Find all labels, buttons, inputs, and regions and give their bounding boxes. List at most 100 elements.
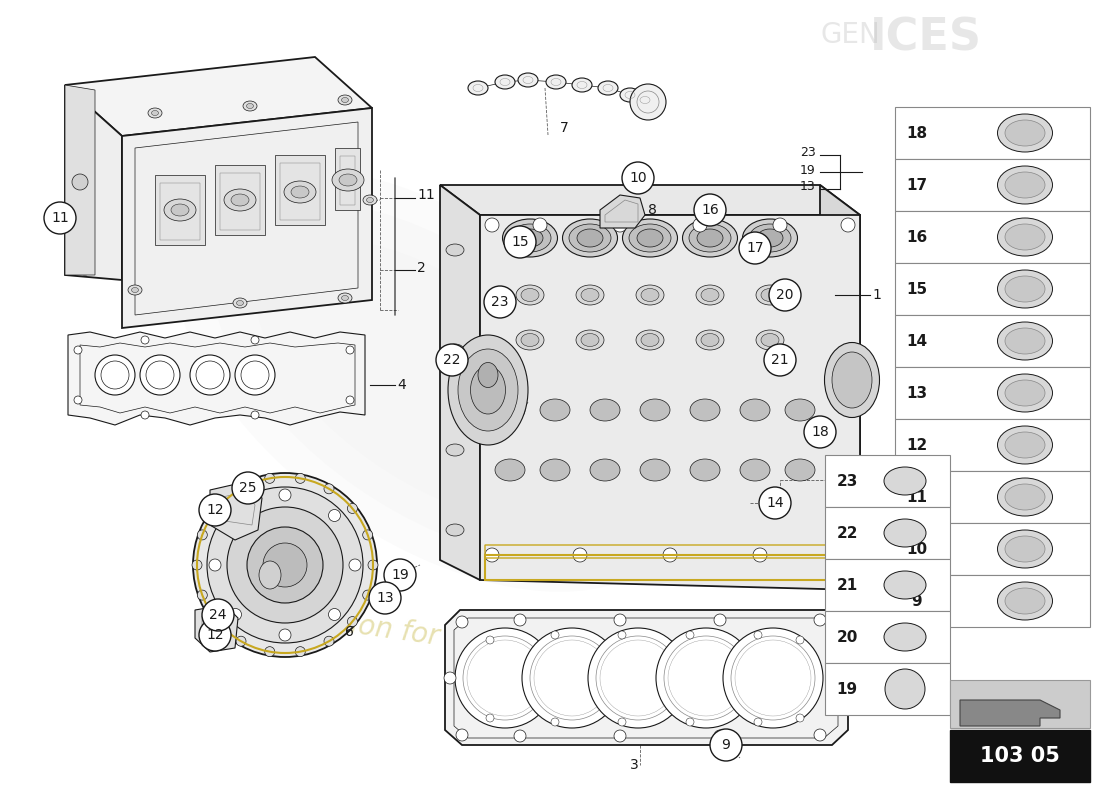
Ellipse shape bbox=[832, 352, 872, 408]
Bar bbox=[895, 315, 1090, 367]
Ellipse shape bbox=[446, 344, 464, 356]
Polygon shape bbox=[830, 635, 870, 700]
Text: 19: 19 bbox=[392, 568, 409, 582]
Circle shape bbox=[72, 174, 88, 190]
Ellipse shape bbox=[785, 459, 815, 481]
Circle shape bbox=[230, 510, 242, 522]
Ellipse shape bbox=[292, 186, 309, 198]
Polygon shape bbox=[275, 155, 324, 225]
Circle shape bbox=[192, 473, 377, 657]
Ellipse shape bbox=[636, 285, 664, 305]
Text: 21: 21 bbox=[836, 578, 858, 593]
Ellipse shape bbox=[78, 265, 92, 275]
Circle shape bbox=[588, 628, 688, 728]
Ellipse shape bbox=[697, 229, 723, 247]
Ellipse shape bbox=[569, 224, 611, 252]
Ellipse shape bbox=[884, 571, 926, 599]
Circle shape bbox=[207, 487, 363, 643]
Circle shape bbox=[456, 729, 468, 741]
Circle shape bbox=[251, 336, 258, 344]
Ellipse shape bbox=[1005, 172, 1045, 198]
Polygon shape bbox=[65, 57, 372, 136]
Ellipse shape bbox=[740, 459, 770, 481]
Polygon shape bbox=[446, 610, 848, 745]
Circle shape bbox=[484, 286, 516, 318]
Circle shape bbox=[212, 617, 222, 626]
Circle shape bbox=[486, 714, 494, 722]
Circle shape bbox=[573, 548, 587, 562]
Circle shape bbox=[796, 714, 804, 722]
Circle shape bbox=[295, 646, 306, 657]
Circle shape bbox=[504, 226, 536, 258]
Circle shape bbox=[348, 503, 358, 514]
Circle shape bbox=[204, 635, 213, 645]
Ellipse shape bbox=[1005, 120, 1045, 146]
Text: 15: 15 bbox=[512, 235, 529, 249]
Bar bbox=[895, 575, 1090, 627]
Ellipse shape bbox=[1005, 380, 1045, 406]
Circle shape bbox=[368, 582, 402, 614]
Circle shape bbox=[456, 616, 468, 628]
Circle shape bbox=[197, 530, 207, 540]
Text: 13: 13 bbox=[906, 386, 927, 401]
Ellipse shape bbox=[998, 426, 1053, 464]
Text: 17: 17 bbox=[906, 178, 927, 193]
Text: 22: 22 bbox=[836, 526, 858, 541]
Ellipse shape bbox=[164, 199, 196, 221]
Ellipse shape bbox=[78, 115, 92, 125]
Polygon shape bbox=[210, 482, 262, 540]
Ellipse shape bbox=[468, 81, 488, 95]
Circle shape bbox=[686, 718, 694, 726]
Ellipse shape bbox=[1005, 224, 1045, 250]
Polygon shape bbox=[65, 85, 95, 275]
Text: 23: 23 bbox=[836, 474, 858, 489]
Ellipse shape bbox=[690, 459, 721, 481]
Circle shape bbox=[842, 218, 855, 232]
Text: 21: 21 bbox=[771, 353, 789, 367]
Ellipse shape bbox=[998, 530, 1053, 568]
Ellipse shape bbox=[998, 166, 1053, 204]
Ellipse shape bbox=[696, 330, 724, 350]
Ellipse shape bbox=[756, 285, 784, 305]
Ellipse shape bbox=[701, 289, 719, 302]
Circle shape bbox=[842, 548, 855, 562]
Text: 15: 15 bbox=[906, 282, 927, 297]
Circle shape bbox=[212, 503, 222, 514]
Bar bbox=[895, 159, 1090, 211]
Text: 5: 5 bbox=[887, 621, 895, 635]
Ellipse shape bbox=[446, 524, 464, 536]
Polygon shape bbox=[480, 215, 860, 590]
Circle shape bbox=[551, 631, 559, 639]
Ellipse shape bbox=[701, 334, 719, 346]
Circle shape bbox=[444, 672, 456, 684]
Ellipse shape bbox=[284, 181, 316, 203]
Ellipse shape bbox=[363, 195, 377, 205]
Text: 13: 13 bbox=[376, 591, 394, 605]
Circle shape bbox=[754, 718, 762, 726]
Text: 16: 16 bbox=[906, 230, 927, 245]
Text: 10: 10 bbox=[906, 542, 927, 557]
Polygon shape bbox=[336, 148, 360, 210]
Ellipse shape bbox=[366, 198, 374, 202]
Bar bbox=[825, 559, 950, 611]
Ellipse shape bbox=[243, 101, 257, 111]
Circle shape bbox=[613, 218, 627, 232]
Circle shape bbox=[44, 202, 76, 234]
Text: 13: 13 bbox=[800, 181, 816, 194]
Ellipse shape bbox=[517, 229, 543, 247]
Ellipse shape bbox=[640, 399, 670, 421]
Circle shape bbox=[886, 669, 925, 709]
Polygon shape bbox=[820, 185, 860, 590]
Circle shape bbox=[197, 590, 207, 600]
Circle shape bbox=[363, 590, 373, 600]
Circle shape bbox=[814, 729, 826, 741]
Circle shape bbox=[199, 619, 231, 651]
Ellipse shape bbox=[696, 285, 724, 305]
Text: 14: 14 bbox=[767, 496, 784, 510]
Circle shape bbox=[754, 631, 762, 639]
Text: a passion for parts: a passion for parts bbox=[260, 598, 520, 662]
Text: 20: 20 bbox=[777, 288, 794, 302]
Ellipse shape bbox=[516, 330, 544, 350]
Text: 10: 10 bbox=[629, 171, 647, 185]
Bar bbox=[950, 680, 1090, 728]
